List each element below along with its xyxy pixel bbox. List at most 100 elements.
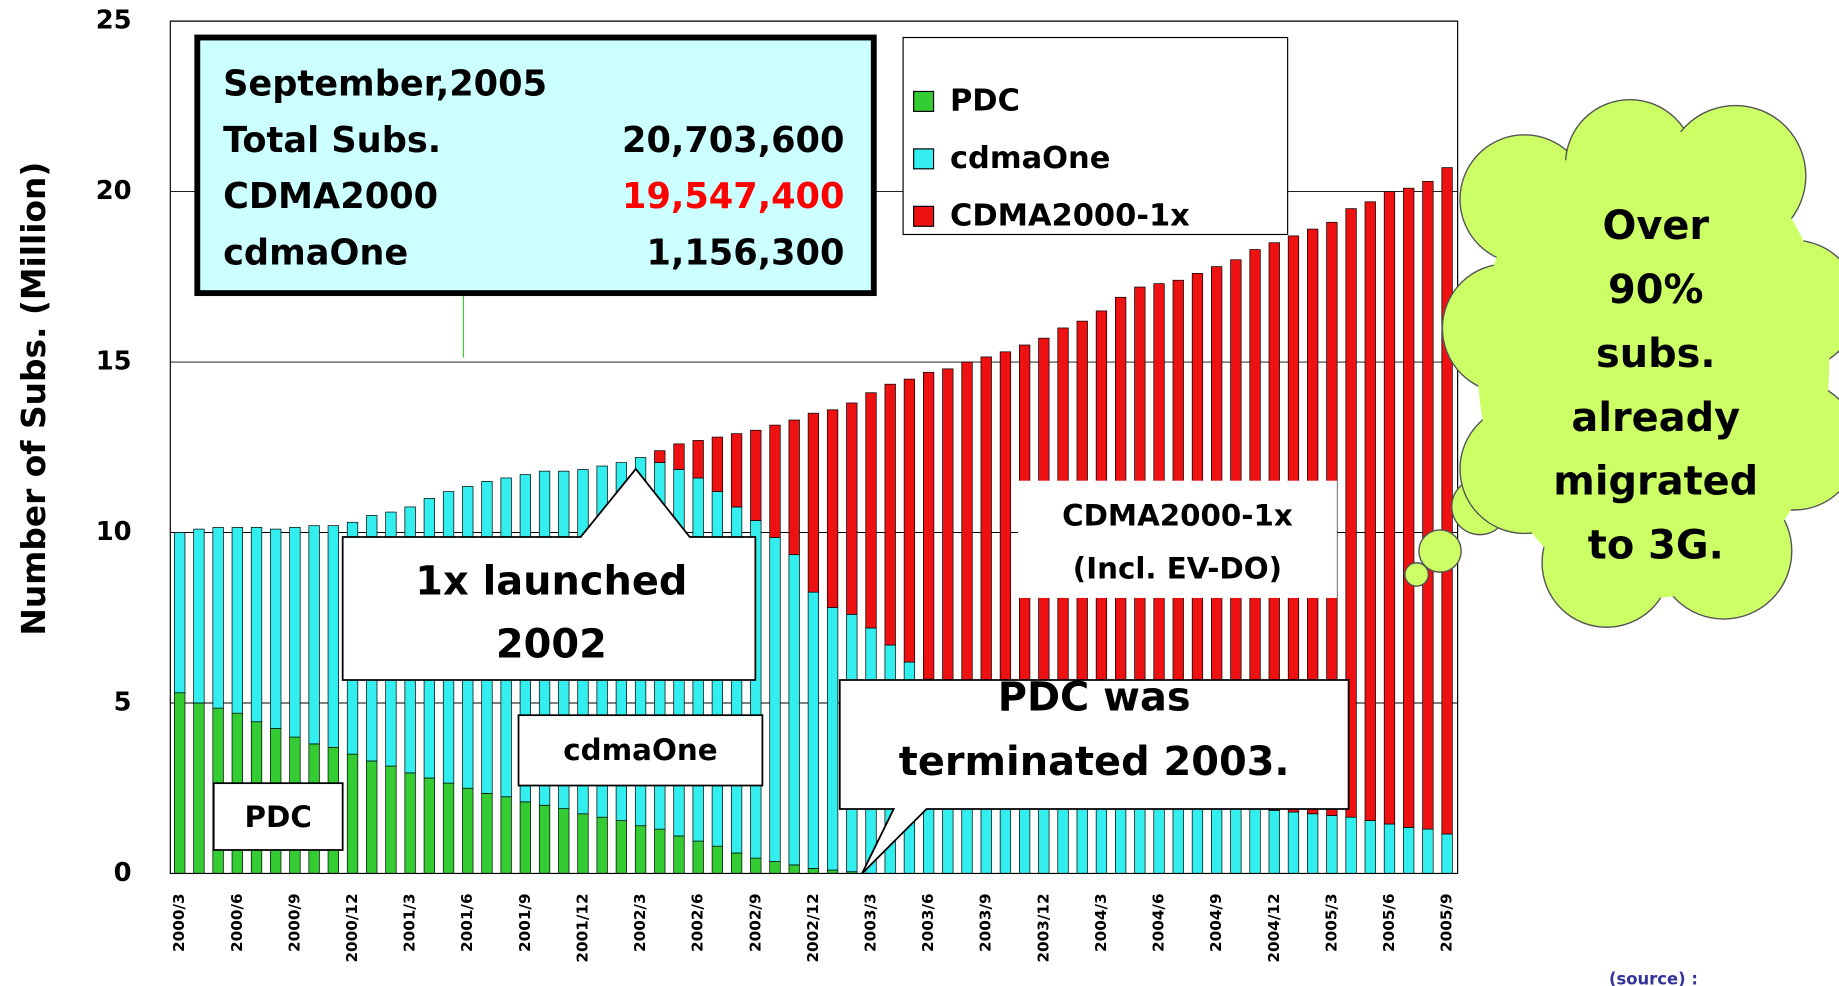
x-tick-label: 2002/9 <box>746 893 764 952</box>
callout-text: 2002 <box>496 622 607 668</box>
series-label: (Incl. EV-DO) <box>1073 551 1282 585</box>
bar-segment <box>789 555 800 865</box>
info-label: Total Subs. <box>223 120 441 161</box>
bar-segment <box>539 805 550 873</box>
x-tick-label: 2000/9 <box>285 893 303 952</box>
bar-segment <box>674 444 685 470</box>
info-label: CDMA2000 <box>223 176 438 217</box>
legend-label: cdmaOne <box>950 141 1110 176</box>
x-tick-label: 2002/3 <box>631 893 649 952</box>
bar-segment <box>731 434 742 507</box>
callout-text: terminated 2003. <box>899 739 1290 785</box>
bar-segment <box>194 703 205 873</box>
bar-segment <box>923 372 934 679</box>
x-tick-label: 2003/12 <box>1034 893 1052 962</box>
bar-segment <box>328 526 339 748</box>
bar-segment <box>213 527 224 708</box>
x-tick-label: 2001/9 <box>516 893 534 952</box>
bar-segment <box>1365 821 1376 874</box>
x-tick-label: 2004/6 <box>1150 893 1168 952</box>
bar-segment <box>1384 824 1395 873</box>
bar-segment <box>712 437 723 492</box>
bar-segment <box>827 410 838 608</box>
bar-segment <box>347 754 358 873</box>
bar-segment <box>616 821 627 874</box>
bar-segment <box>578 814 589 874</box>
callout-text: PDC was <box>998 674 1191 720</box>
bar-segment <box>558 809 569 874</box>
info-value: 1,156,300 <box>647 232 845 273</box>
bar-segment <box>943 369 954 696</box>
bar-segment <box>520 802 531 874</box>
legend-label: PDC <box>950 84 1020 119</box>
cloud-text: to 3G. <box>1588 523 1724 569</box>
x-tick-label: 2005/3 <box>1322 893 1340 952</box>
bar-segment <box>1423 829 1434 873</box>
series-label: cdmaOne <box>563 733 717 767</box>
x-tick-label: 2004/9 <box>1207 893 1225 952</box>
bar-segment <box>847 403 858 614</box>
y-tick-label: 20 <box>96 176 132 206</box>
x-tick-label: 2003/6 <box>919 893 937 952</box>
legend-swatch <box>914 91 934 111</box>
x-tick-label: 2005/6 <box>1380 893 1398 952</box>
bar-segment <box>462 788 473 873</box>
bar-segment <box>251 527 262 721</box>
bar-segment <box>693 841 704 873</box>
series-label: PDC <box>245 800 312 834</box>
bar-segment <box>770 862 781 874</box>
bar-segment <box>904 379 915 662</box>
info-value: 20,703,600 <box>622 120 844 161</box>
y-axis-title: Number of Subs. (Million) <box>15 162 53 636</box>
legend-label: CDMA2000-1x <box>950 198 1190 233</box>
series-label: CDMA2000-1x <box>1062 499 1293 533</box>
bar-segment <box>789 420 800 555</box>
cloud-text: subs. <box>1596 331 1716 377</box>
bar-segment <box>1250 809 1261 874</box>
bar-segment <box>1403 827 1414 873</box>
bar-segment <box>654 829 665 873</box>
bar-segment <box>1403 188 1414 827</box>
bar-segment <box>1231 805 1242 873</box>
x-tick-label: 2002/12 <box>804 893 822 962</box>
info-label: cdmaOne <box>223 232 408 273</box>
bar-segment <box>270 529 281 728</box>
source-note: (source) : <box>1609 970 1698 986</box>
bar-segment <box>770 538 781 862</box>
bar-segment <box>501 797 512 874</box>
x-tick-label: 2002/6 <box>689 893 707 952</box>
bar-segment <box>808 592 819 868</box>
bar-segment <box>693 440 704 478</box>
info-value: 19,547,400 <box>622 176 844 217</box>
bar-segment <box>808 868 819 873</box>
bar-segment <box>962 362 973 710</box>
y-tick-label: 15 <box>96 347 132 377</box>
bar-segment <box>712 846 723 873</box>
legend-swatch <box>914 206 934 226</box>
bar-segment <box>885 384 896 645</box>
bar-segment <box>1211 804 1222 874</box>
bar-segment <box>635 826 646 874</box>
bar-segment <box>770 425 781 538</box>
bar-segment <box>597 817 608 873</box>
x-tick-label: 2003/3 <box>862 893 880 952</box>
x-tick-label: 2001/6 <box>458 893 476 952</box>
bar-segment <box>194 529 205 703</box>
info-title: September,2005 <box>223 64 547 105</box>
y-tick-label: 10 <box>96 517 132 547</box>
bar-segment <box>424 778 435 873</box>
x-tick-label: 2000/3 <box>170 893 188 952</box>
bar-segment <box>1442 168 1453 834</box>
bar-segment <box>386 766 397 873</box>
bar-segment <box>232 527 243 713</box>
bar-segment <box>827 608 838 871</box>
cloud-text: migrated <box>1553 459 1758 505</box>
y-tick-label: 0 <box>114 858 132 888</box>
cloud-text: already <box>1571 395 1740 441</box>
bar-segment <box>981 357 992 724</box>
y-tick-label: 5 <box>114 687 132 717</box>
bar-segment <box>654 451 665 463</box>
bar-segment <box>1307 814 1318 874</box>
bar-segment <box>751 858 762 873</box>
bar-segment <box>482 793 493 873</box>
